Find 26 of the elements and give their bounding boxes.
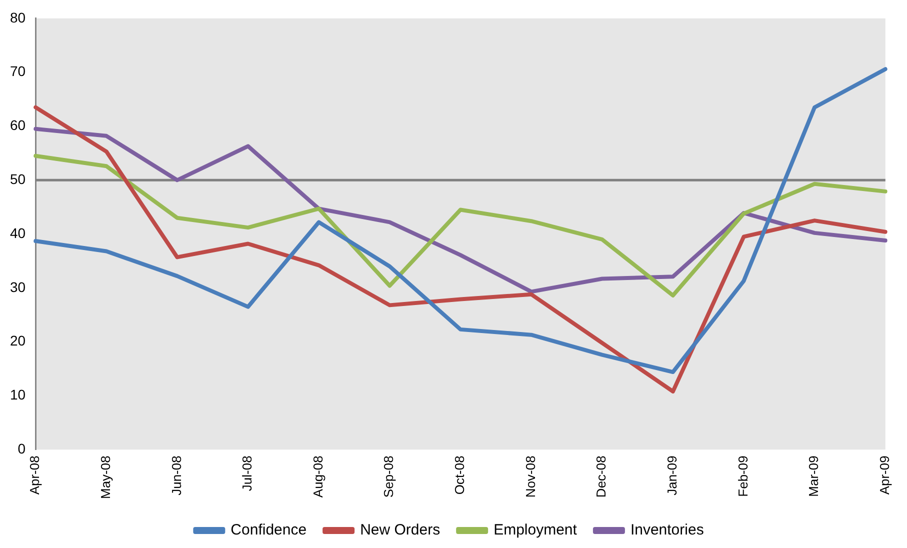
x-tick-label: Aug-08 xyxy=(310,456,326,498)
y-tick-label: 0 xyxy=(18,440,26,457)
x-tick-label: Nov-08 xyxy=(522,456,538,498)
x-tick-label: Feb-09 xyxy=(735,456,750,497)
y-tick-label: 70 xyxy=(10,63,26,80)
legend-label: Confidence xyxy=(230,522,307,539)
x-tick-label: Jun-08 xyxy=(168,456,184,496)
x-tick-label: Jan-09 xyxy=(664,456,680,496)
x-tick-label: Sep-08 xyxy=(381,456,396,498)
y-tick-label: 60 xyxy=(10,117,26,134)
x-tick-label: Oct-08 xyxy=(452,456,468,495)
y-tick-label: 20 xyxy=(10,332,26,349)
y-tick-label: 10 xyxy=(10,386,26,403)
y-tick-label: 30 xyxy=(10,278,26,295)
x-tick-label: May-08 xyxy=(98,456,113,500)
y-tick-label: 80 xyxy=(10,9,26,26)
y-tick-label: 40 xyxy=(10,224,26,241)
y-tick-label: 50 xyxy=(10,170,26,187)
x-tick-label: Dec-08 xyxy=(594,456,609,498)
x-tick-label: Jul-08 xyxy=(240,456,255,492)
legend-label: Employment xyxy=(494,522,578,539)
x-tick-label: Mar-09 xyxy=(806,456,822,497)
x-tick-label: Apr-08 xyxy=(27,456,42,495)
legend-label: Inventories xyxy=(630,522,704,539)
legend-label: New Orders xyxy=(360,522,440,539)
x-tick-label: Apr-09 xyxy=(876,456,892,495)
